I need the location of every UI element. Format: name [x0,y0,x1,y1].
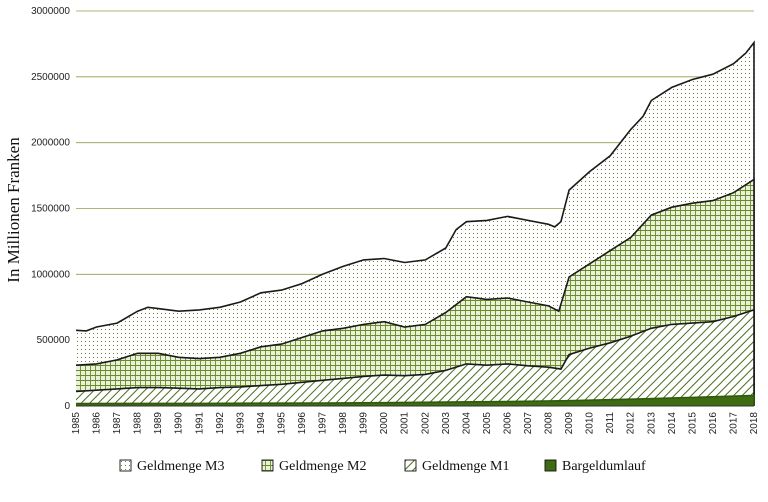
y-tick-label: 1500000 [31,204,70,215]
y-tick-label: 1000000 [31,269,70,280]
x-tick-label: 1995 [277,412,288,435]
x-tick-label: 2011 [605,412,616,434]
legend-swatch [544,459,557,472]
x-tick-label: 2012 [626,412,637,435]
y-tick-label: 3000000 [31,6,70,17]
x-axis: 1985 1986 1987 1988 1989 1990 1991 1992 1993 1994… [71,405,760,435]
x-tick-label: 2005 [482,412,493,435]
legend-label: Geldmenge M3 [137,459,224,474]
x-tick-label: 2013 [646,412,657,435]
x-tick-label: 2004 [461,412,472,435]
series-area-2 [76,309,754,406]
series-line-3 [75,394,755,406]
x-tick-label: 1997 [318,412,329,435]
x-tick-label: 2006 [503,412,514,435]
legend-swatch [119,459,132,472]
x-tick-label: 1987 [112,412,123,435]
x-tick-label: 1990 [174,412,185,435]
x-tick-label: 1992 [215,412,226,435]
series-line-1 [75,178,755,406]
legend: Geldmenge M3 Geldmenge M2 Geldmenge M1 Barg… [119,459,646,474]
legend-label: Geldmenge M2 [279,459,366,474]
legend-label: Bargeldumlauf [562,459,646,474]
x-tick-label: 2017 [729,412,740,435]
x-tick-label: 2003 [441,412,452,435]
x-tick-label: 1986 [92,412,103,435]
y-tick-label: 0 [64,401,70,412]
legend-swatch [261,459,274,472]
legend-label: Geldmenge M1 [422,459,509,474]
x-tick-label: 1999 [359,412,370,435]
x-tick-label: 1998 [338,412,349,435]
x-tick-label: 1991 [194,412,205,435]
x-tick-label: 2002 [420,412,431,435]
x-tick-label: 2015 [687,412,698,435]
series-line-2 [75,308,755,406]
y-axis-title: In Millionen Franken [4,137,23,283]
x-tick-label: 2016 [708,412,719,435]
series-areas [75,40,755,406]
x-tick-label: 1985 [71,412,82,435]
y-tick-label: 500000 [37,335,71,346]
x-tick-label: 1994 [256,412,267,435]
x-tick-label: 2001 [400,412,411,435]
x-tick-label: 2007 [523,412,534,435]
x-tick-label: 2018 [749,412,760,435]
y-tick-label: 2000000 [31,138,70,149]
series-line-0 [75,40,755,406]
y-axis: 3000000 2500000 2000000 1500000 1000000 50000… [31,6,70,412]
x-tick-label: 2014 [667,412,678,435]
x-tick-label: 2010 [585,412,596,435]
x-tick-label: 1989 [153,412,164,435]
x-tick-label: 1996 [297,412,308,435]
x-tick-label: 2009 [564,412,575,435]
x-tick-label: 2008 [544,412,555,435]
legend-swatch [404,459,417,472]
y-tick-label: 2500000 [31,72,70,83]
x-tick-label: 1993 [235,412,246,435]
x-tick-label: 2000 [379,412,390,435]
x-tick-label: 1988 [133,412,144,435]
